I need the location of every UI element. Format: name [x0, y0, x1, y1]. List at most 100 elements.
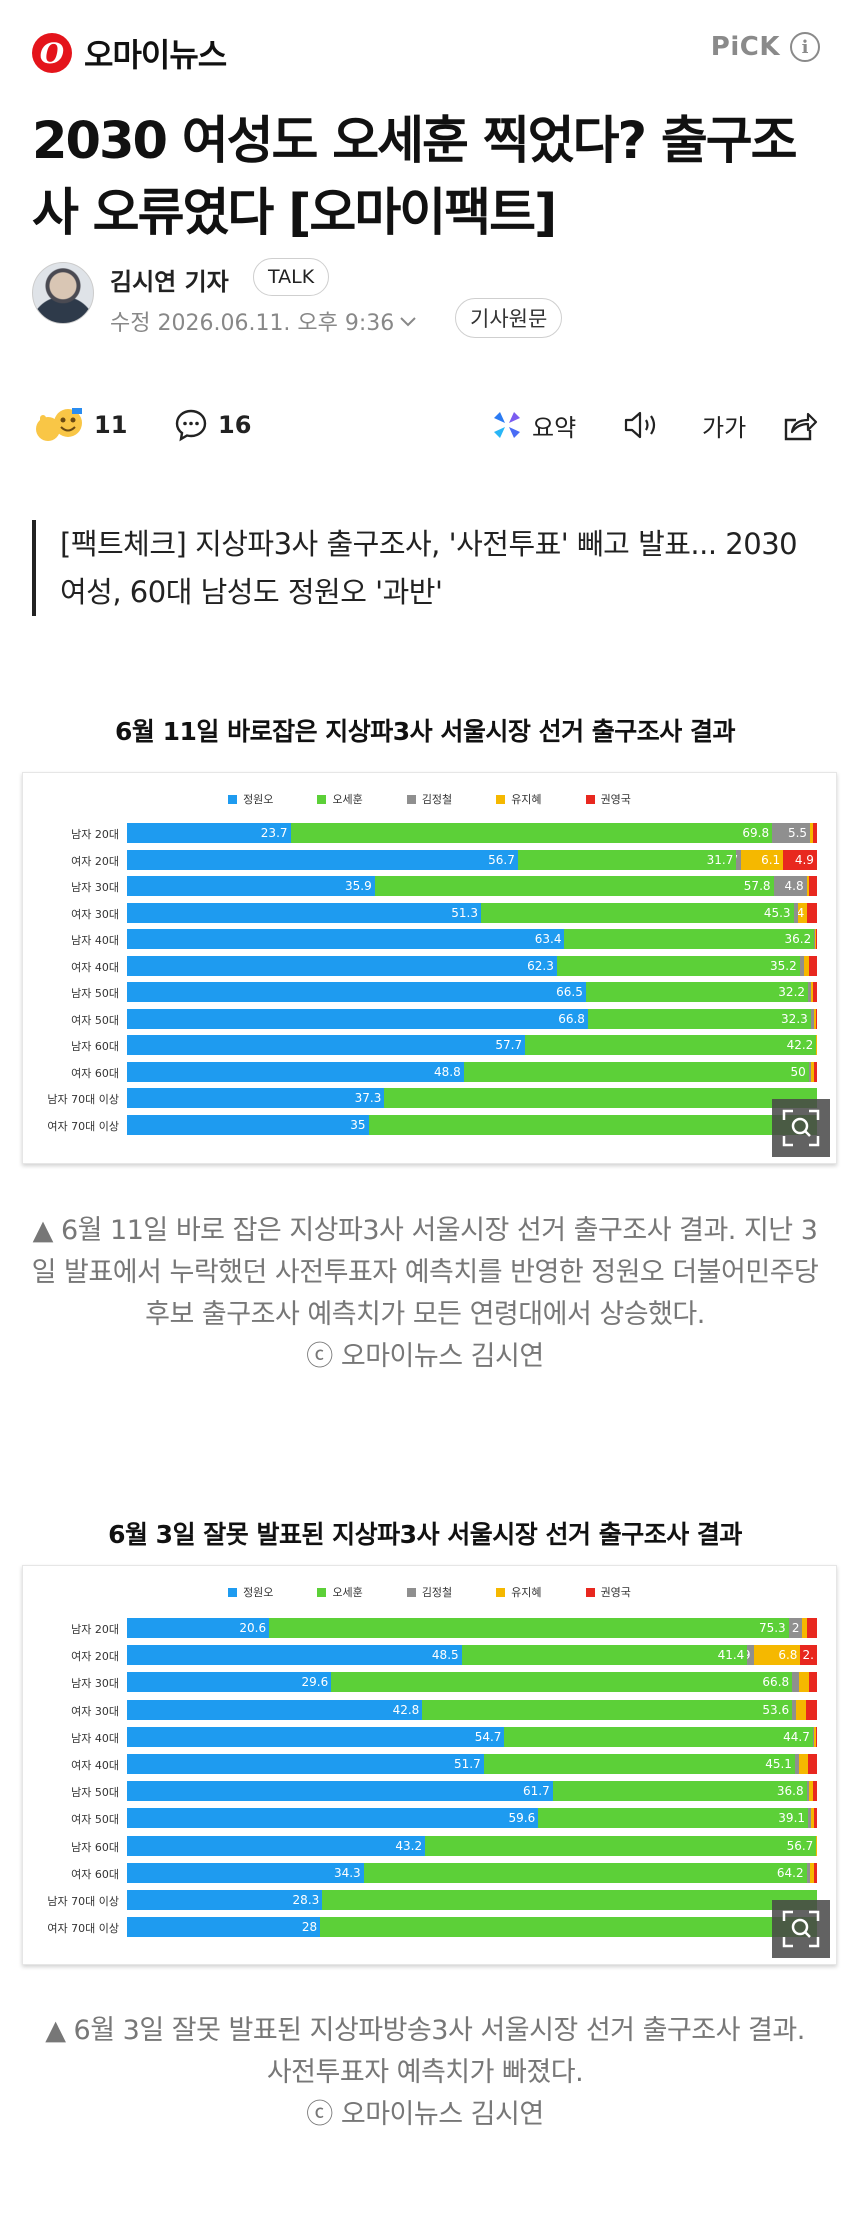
brand-logo[interactable]: O 오마이뉴스 [32, 30, 227, 76]
bar-segment: 54.7 [127, 1726, 505, 1747]
talk-button[interactable]: TALK [253, 258, 330, 296]
font-size-button[interactable]: 가가 [702, 400, 746, 450]
legend-swatch [406, 1587, 416, 1597]
bar-track: 28 [127, 1917, 817, 1938]
bar-segment: 2 [788, 1618, 803, 1638]
row-label: 남자 60대 [71, 1840, 119, 1854]
legend-swatch [228, 1587, 238, 1597]
original-article-button[interactable]: 기사원문 [455, 298, 563, 338]
bar-segment: 66.5 [127, 982, 586, 1002]
bar-segment: 32.2 [585, 982, 809, 1002]
bar-segment: 57.8 [374, 876, 774, 896]
comments-button[interactable]: 16 [174, 400, 251, 450]
row-label: 여자 30대 [71, 907, 119, 921]
data-label: 75.3 [758, 1621, 786, 1635]
tts-button[interactable] [622, 400, 662, 450]
data-label: 66.8 [558, 1011, 585, 1026]
bar-segment [368, 1114, 817, 1135]
bar-track: 61.7 36.8 [127, 1781, 817, 1802]
bar-segment [806, 1618, 817, 1638]
row-label: 남자 20대 [71, 828, 119, 841]
share-button[interactable] [780, 400, 818, 450]
chart-row: 남자 20대 20.6 75.3 2 [23, 1618, 836, 1638]
bar-segment: 66.8 [127, 1008, 588, 1029]
bar-segment [794, 1754, 800, 1774]
bar-track: 66.8 32.3 [127, 1008, 817, 1029]
article-title: 2030 여성도 오세훈 찍었다? 출구조사 오류였다 [오마이팩트] [32, 112, 798, 243]
bar-segment: 63.4 [127, 929, 565, 949]
bar-track: 62.3 35.2 [127, 955, 817, 976]
data-label: 2 [791, 1621, 800, 1635]
reporter-name[interactable]: 김시연 기자 [110, 268, 229, 296]
bar-segment [810, 1808, 814, 1829]
data-label: 6.8 [778, 1648, 798, 1663]
figure-2-chart[interactable]: 정원오 오세훈 김정철 유지혜 권영국 남자 20대 20.6 75.3 2 여자 20대 48.… [22, 1565, 837, 1965]
row-label: 남자 50대 [71, 1786, 119, 1800]
bar-track: 63.4 36.2 [127, 929, 817, 949]
data-label: 66.8 [762, 1675, 790, 1690]
legend-swatch [406, 794, 416, 804]
data-label: 57.8 [743, 879, 771, 893]
zoom-icon[interactable] [772, 1900, 830, 1958]
bar-segment: 64.2 [363, 1862, 807, 1883]
data-label: 28.3 [292, 1893, 320, 1907]
legend-swatch [585, 1587, 595, 1597]
bar-segment [815, 1008, 817, 1029]
bar-segment: 51.3 [127, 902, 481, 923]
bar-segment: 59.6 [127, 1808, 539, 1829]
legend-swatch [496, 1587, 506, 1597]
bar-track: 48.5 41.40.9 6.8 2. [127, 1645, 817, 1666]
legend-label: 권영국 [600, 793, 631, 806]
bar-segment: 41.4 [461, 1645, 748, 1666]
row-label: 여자 50대 [71, 1013, 119, 1027]
pick-badge[interactable]: PiCK i [711, 32, 820, 62]
top-bar: O 오마이뉴스 PiCK i [0, 0, 850, 100]
bar-segment: 37.3 [127, 1088, 385, 1108]
bar-segment: 0.9 [747, 1645, 754, 1666]
bar-segment [810, 1862, 814, 1883]
bar-segment: 45.1 [483, 1754, 795, 1774]
legend-swatch [317, 794, 327, 804]
bar-segment [799, 955, 804, 976]
bar-track: 48.8 50 [127, 1061, 817, 1082]
data-label: 23.7 [260, 826, 288, 840]
chart-row: 남자 40대 63.4 36.2 [23, 929, 836, 949]
bar-segment [802, 1618, 807, 1638]
caption-credit: ⓒ 오마이뉴스 김시연 [306, 1341, 544, 1372]
row-label: 여자 70대 이상 [47, 1922, 119, 1936]
chart-row: 남자 60대 43.2 56.7 [23, 1835, 836, 1856]
row-label: 여자 20대 [71, 854, 119, 868]
bar-segment [814, 1726, 816, 1747]
reporter-avatar[interactable] [32, 262, 94, 324]
bar-segment [796, 1699, 806, 1720]
zoom-icon[interactable] [772, 1099, 830, 1157]
data-label: 35.2 [770, 958, 797, 973]
data-label: 45.1 [765, 1757, 792, 1771]
bar-segment: 61.7 [127, 1781, 553, 1802]
data-label: 28 [301, 1920, 318, 1935]
data-label: 51.3 [451, 905, 478, 920]
article-date[interactable]: 수정 2026.06.11. 오후 9:36 [110, 305, 417, 337]
figure-1-chart[interactable]: 정원오 오세훈 김정철 유지혜 권영국 남자 20대 23.7 69.8 5.5 여자 20대 5… [22, 772, 837, 1164]
bar-track: 34.3 64.2 [127, 1862, 817, 1883]
info-icon[interactable]: i [790, 32, 820, 62]
bar-segment: 62.3 [127, 955, 557, 976]
data-label: 48.8 [434, 1064, 461, 1079]
chart-row: 남자 60대 57.7 42.2 [23, 1035, 836, 1055]
summary-button[interactable]: 요약 [492, 400, 576, 450]
data-label: 57.7 [495, 1038, 523, 1052]
row-label: 여자 60대 [71, 1066, 119, 1080]
bar-segment [810, 982, 813, 1002]
reaction-button[interactable]: 11 [32, 400, 127, 450]
row-label: 여자 40대 [71, 1759, 119, 1772]
data-label: 56.7 [488, 852, 515, 867]
bar-track: 57.7 42.2 [127, 1035, 817, 1055]
bar-segment [792, 1699, 797, 1720]
legend-label: 오세훈 [332, 793, 363, 806]
legend-swatch [585, 794, 595, 804]
bar-segment [806, 1781, 810, 1802]
data-label: 34.3 [333, 1865, 361, 1880]
bar-segment: 75.3 [269, 1618, 789, 1638]
bar-segment: 51.7 [127, 1754, 484, 1774]
bar-segment: 39.1 [538, 1808, 809, 1829]
